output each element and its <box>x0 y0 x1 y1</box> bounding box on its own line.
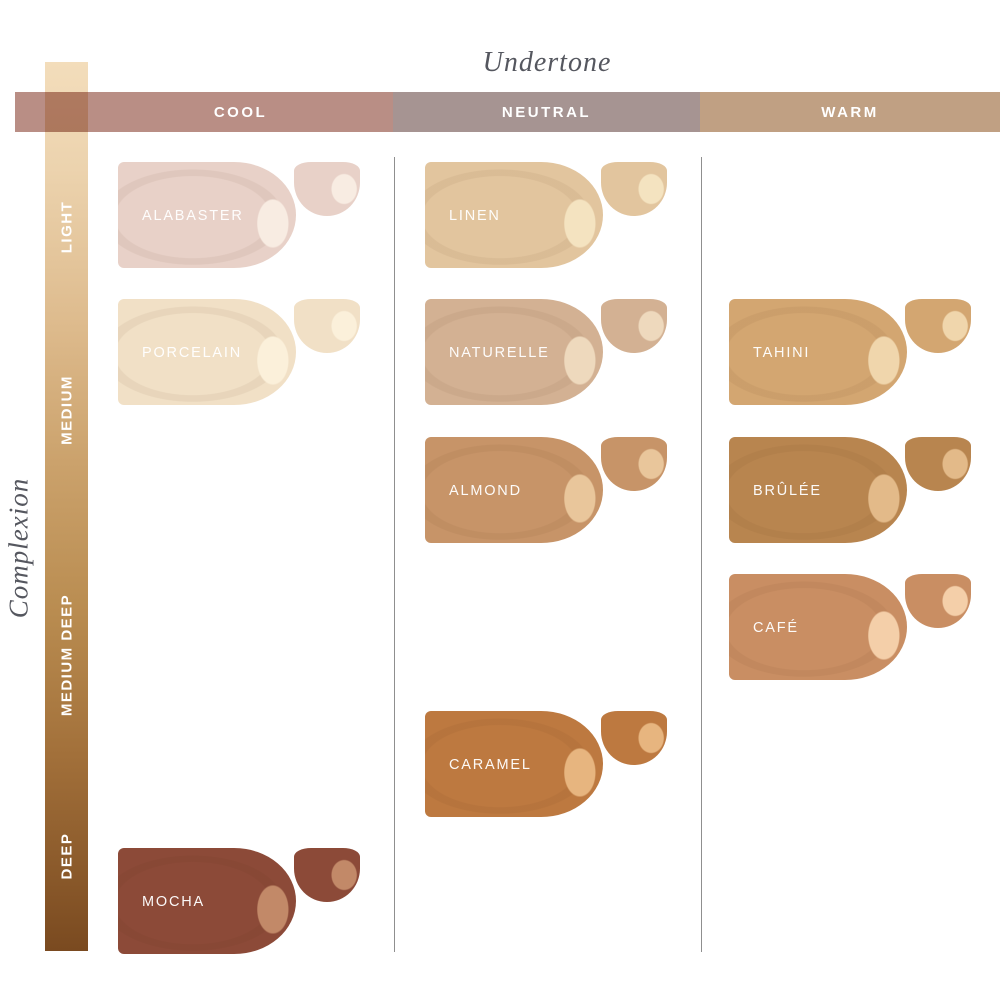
swatch-drip <box>294 848 360 902</box>
swatch-alabaster[interactable]: ALABASTER <box>118 162 368 268</box>
swatch-br-l-e[interactable]: BRÛLÉE <box>729 437 979 543</box>
swatch-shade-name: CARAMEL <box>449 757 532 773</box>
undertone-header-warm-label: WARM <box>821 103 879 121</box>
swatch-drip <box>905 299 971 353</box>
swatch-shade-name: CAFÉ <box>753 620 799 636</box>
swatch-shade-name: MOCHA <box>142 894 205 910</box>
swatch-shade-name: NATURELLE <box>449 345 550 361</box>
swatch-shade-name: BRÛLÉE <box>753 483 822 499</box>
swatch-linen[interactable]: LINEN <box>425 162 675 268</box>
undertone-header-neutral-label: NEUTRAL <box>501 103 592 121</box>
swatch-blob[interactable] <box>729 574 907 680</box>
complexion-level-deep: DEEP <box>58 832 75 880</box>
swatch-shade-name: LINEN <box>449 208 501 224</box>
swatch-blob[interactable] <box>425 711 603 817</box>
swatch-blob[interactable] <box>118 848 296 954</box>
swatch-drip <box>601 437 667 491</box>
swatch-shade-name: TAHINI <box>753 345 811 361</box>
swatch-drip <box>601 711 667 765</box>
swatch-drip <box>601 162 667 216</box>
swatch-naturelle[interactable]: NATURELLE <box>425 299 675 405</box>
swatch-shade-name: PORCELAIN <box>142 345 242 361</box>
column-divider-cool-neutral <box>394 157 395 952</box>
undertone-header-warm: WARM <box>700 92 1000 132</box>
column-divider-neutral-warm <box>701 157 702 952</box>
swatch-shade-name: ALABASTER <box>142 208 244 224</box>
swatch-shade-name: ALMOND <box>449 483 522 499</box>
swatch-porcelain[interactable]: PORCELAIN <box>118 299 368 405</box>
swatch-caf-[interactable]: CAFÉ <box>729 574 979 680</box>
swatch-mocha[interactable]: MOCHA <box>118 848 368 954</box>
swatch-drip <box>601 299 667 353</box>
swatch-almond[interactable]: ALMOND <box>425 437 675 543</box>
undertone-axis-title: Undertone <box>482 47 612 78</box>
complexion-axis-title: Complexion <box>3 477 34 619</box>
complexion-gradient-bar <box>45 62 88 951</box>
undertone-header-cool-label: COOL <box>213 103 268 121</box>
swatch-drip <box>294 299 360 353</box>
swatch-blob[interactable] <box>425 162 603 268</box>
complexion-level-medium: MEDIUM <box>58 375 75 445</box>
swatch-drip <box>294 162 360 216</box>
swatch-blob[interactable] <box>425 437 603 543</box>
swatch-drip <box>905 437 971 491</box>
undertone-header-neutral: NEUTRAL <box>393 92 700 132</box>
swatch-blob[interactable] <box>118 162 296 268</box>
complexion-level-medium-deep: MEDIUM DEEP <box>58 593 75 717</box>
swatch-blob[interactable] <box>729 437 907 543</box>
swatch-caramel[interactable]: CARAMEL <box>425 711 675 817</box>
swatch-blob[interactable] <box>729 299 907 405</box>
swatch-drip <box>905 574 971 628</box>
swatch-blob[interactable] <box>425 299 603 405</box>
swatch-blob[interactable] <box>118 299 296 405</box>
swatch-tahini[interactable]: TAHINI <box>729 299 979 405</box>
